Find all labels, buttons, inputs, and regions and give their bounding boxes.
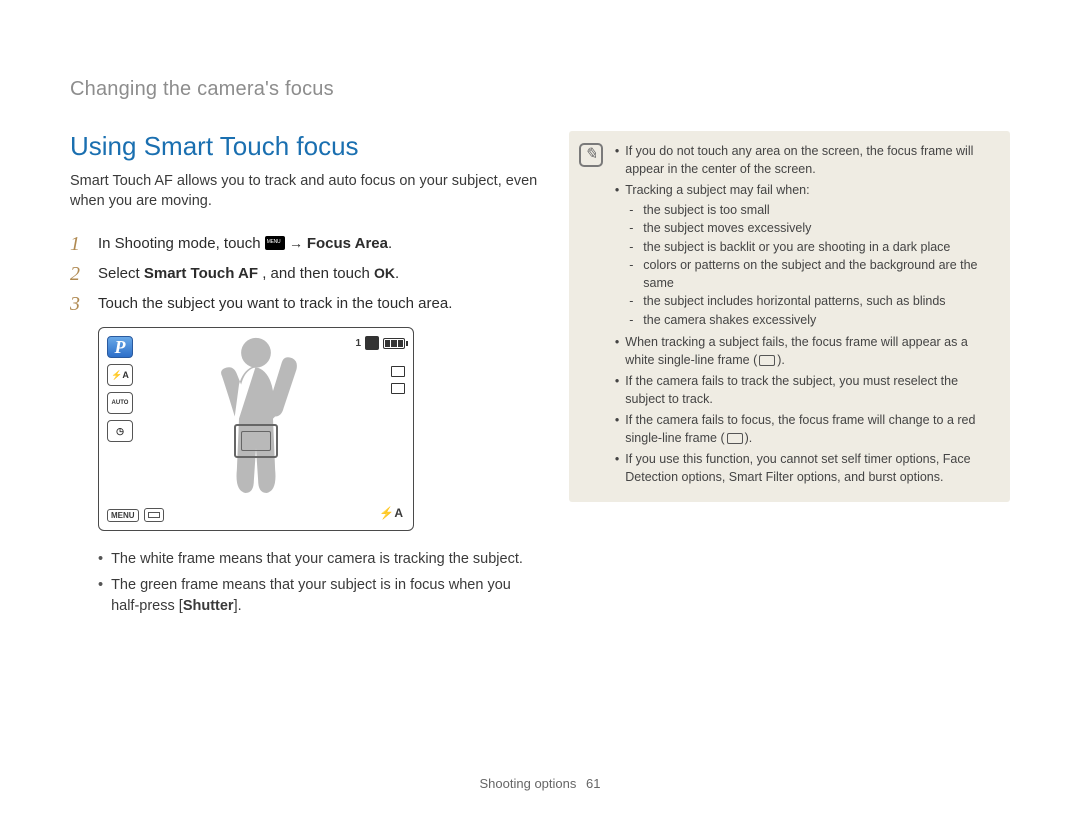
info-text: If the camera fails to focus, the focus … bbox=[625, 412, 996, 447]
info-text: When tracking a subject fails, the focus… bbox=[625, 334, 996, 369]
flash-auto-icon: ⚡A bbox=[107, 364, 133, 386]
info-text: colors or patterns on the subject and th… bbox=[643, 257, 996, 292]
info-subitem: colors or patterns on the subject and th… bbox=[629, 257, 996, 292]
note-text-part: The green frame means that your subject … bbox=[111, 577, 511, 613]
period: . bbox=[388, 235, 392, 252]
step-notes: The white frame means that your camera i… bbox=[98, 549, 541, 616]
white-frame-icon bbox=[759, 355, 775, 366]
info-text-part: ). bbox=[745, 431, 753, 445]
screenshot-bottom-left: MENU bbox=[107, 508, 164, 522]
step-text: In Shooting mode, touch bbox=[98, 235, 265, 252]
note-item: The white frame means that your camera i… bbox=[98, 549, 541, 569]
info-item: If you use this function, you cannot set… bbox=[615, 451, 996, 486]
info-text-part: If the camera fails to focus, the focus … bbox=[625, 413, 975, 445]
small-box-icon bbox=[391, 383, 405, 394]
info-text-part: ). bbox=[777, 353, 785, 367]
info-text: If you do not touch any area on the scre… bbox=[625, 143, 996, 178]
info-box: ✎ If you do not touch any area on the sc… bbox=[569, 131, 1010, 502]
step-text: Select bbox=[98, 265, 144, 282]
shot-count: 1 bbox=[355, 338, 361, 349]
step-body: Touch the subject you want to track in t… bbox=[98, 293, 541, 315]
display-icon bbox=[144, 508, 164, 522]
flash-indicator: ⚡A bbox=[379, 506, 403, 520]
step-number: 2 bbox=[70, 263, 88, 285]
screenshot-right-mid bbox=[391, 366, 405, 394]
info-item: If you do not touch any area on the scre… bbox=[615, 143, 996, 178]
info-item: When tracking a subject fails, the focus… bbox=[615, 334, 996, 369]
mode-p-icon: P bbox=[107, 336, 133, 358]
info-item: If the camera fails to focus, the focus … bbox=[615, 412, 996, 447]
note-item: The green frame means that your subject … bbox=[98, 575, 541, 616]
info-subitem: the subject is too small bbox=[629, 202, 996, 220]
step-3: 3 Touch the subject you want to track in… bbox=[70, 293, 541, 315]
info-item: Tracking a subject may fail when: the su… bbox=[615, 182, 996, 330]
step-number: 1 bbox=[70, 233, 88, 255]
screenshot-left-icons: P ⚡A AUTO ◷ bbox=[107, 336, 133, 442]
intro-paragraph: Smart Touch AF allows you to track and a… bbox=[70, 172, 541, 211]
footer-section: Shooting options bbox=[480, 776, 577, 791]
right-column: ✎ If you do not touch any area on the sc… bbox=[569, 131, 1010, 622]
note-text: The white frame means that your camera i… bbox=[111, 549, 523, 569]
info-text: the camera shakes excessively bbox=[643, 312, 816, 330]
info-text: If the camera fails to track the subject… bbox=[625, 373, 996, 408]
info-text: If you use this function, you cannot set… bbox=[625, 451, 996, 486]
note-text: The green frame means that your subject … bbox=[111, 575, 541, 616]
info-text: the subject is backlit or you are shooti… bbox=[643, 239, 950, 257]
smart-touch-af-label: Smart Touch AF bbox=[144, 265, 258, 282]
shutter-label: Shutter bbox=[183, 598, 234, 614]
battery-icon bbox=[383, 338, 405, 349]
step-body: Select Smart Touch AF , and then touch O… bbox=[98, 263, 541, 285]
steps-list: 1 In Shooting mode, touch → Focus Area. … bbox=[70, 233, 541, 315]
info-text: the subject includes horizontal patterns… bbox=[643, 293, 945, 311]
timer-icon: ◷ bbox=[107, 420, 133, 442]
info-text: Tracking a subject may fail when: bbox=[625, 183, 809, 197]
step-number: 3 bbox=[70, 293, 88, 315]
focus-area-label: Focus Area bbox=[307, 235, 388, 252]
info-item: If the camera fails to track the subject… bbox=[615, 373, 996, 408]
info-subitem: the subject is backlit or you are shooti… bbox=[629, 239, 996, 257]
small-box-icon bbox=[391, 366, 405, 377]
step-text: , and then touch bbox=[262, 265, 374, 282]
auto-icon: AUTO bbox=[107, 392, 133, 414]
screenshot-top-right: 1 bbox=[355, 336, 405, 350]
page-footer: Shooting options 61 bbox=[0, 776, 1080, 791]
left-column: Using Smart Touch focus Smart Touch AF a… bbox=[70, 131, 541, 622]
step-body: In Shooting mode, touch → Focus Area. bbox=[98, 233, 541, 255]
menu-button-icon: MENU bbox=[107, 509, 139, 522]
focus-frame-icon bbox=[234, 424, 278, 458]
info-sublist: the subject is too small the subject mov… bbox=[629, 202, 996, 330]
section-title: Using Smart Touch focus bbox=[70, 131, 541, 162]
page-number: 61 bbox=[586, 776, 600, 791]
info-text: the subject moves excessively bbox=[643, 220, 811, 238]
info-text-part: When tracking a subject fails, the focus… bbox=[625, 335, 968, 367]
info-list: If you do not touch any area on the scre… bbox=[615, 143, 996, 486]
step-1: 1 In Shooting mode, touch → Focus Area. bbox=[70, 233, 541, 255]
note-text-part: ]. bbox=[234, 598, 242, 614]
ok-icon: OK bbox=[374, 265, 395, 281]
info-subitem: the camera shakes excessively bbox=[629, 312, 996, 330]
info-text: the subject is too small bbox=[643, 202, 769, 220]
camera-screenshot: P ⚡A AUTO ◷ MENU 1 ⚡A bbox=[98, 327, 414, 531]
subject-silhouette bbox=[201, 332, 311, 507]
memory-icon bbox=[365, 336, 379, 350]
period: . bbox=[395, 265, 399, 282]
info-subitem: the subject includes horizontal patterns… bbox=[629, 293, 996, 311]
breadcrumb: Changing the camera's focus bbox=[70, 78, 1010, 101]
red-frame-icon bbox=[727, 433, 743, 444]
step-2: 2 Select Smart Touch AF , and then touch… bbox=[70, 263, 541, 285]
info-subitem: the subject moves excessively bbox=[629, 220, 996, 238]
menu-icon bbox=[265, 236, 285, 250]
info-badge-icon: ✎ bbox=[579, 143, 603, 167]
arrow-icon: → bbox=[289, 235, 307, 251]
manual-page: Changing the camera's focus Using Smart … bbox=[0, 0, 1080, 815]
two-column-layout: Using Smart Touch focus Smart Touch AF a… bbox=[70, 131, 1010, 622]
